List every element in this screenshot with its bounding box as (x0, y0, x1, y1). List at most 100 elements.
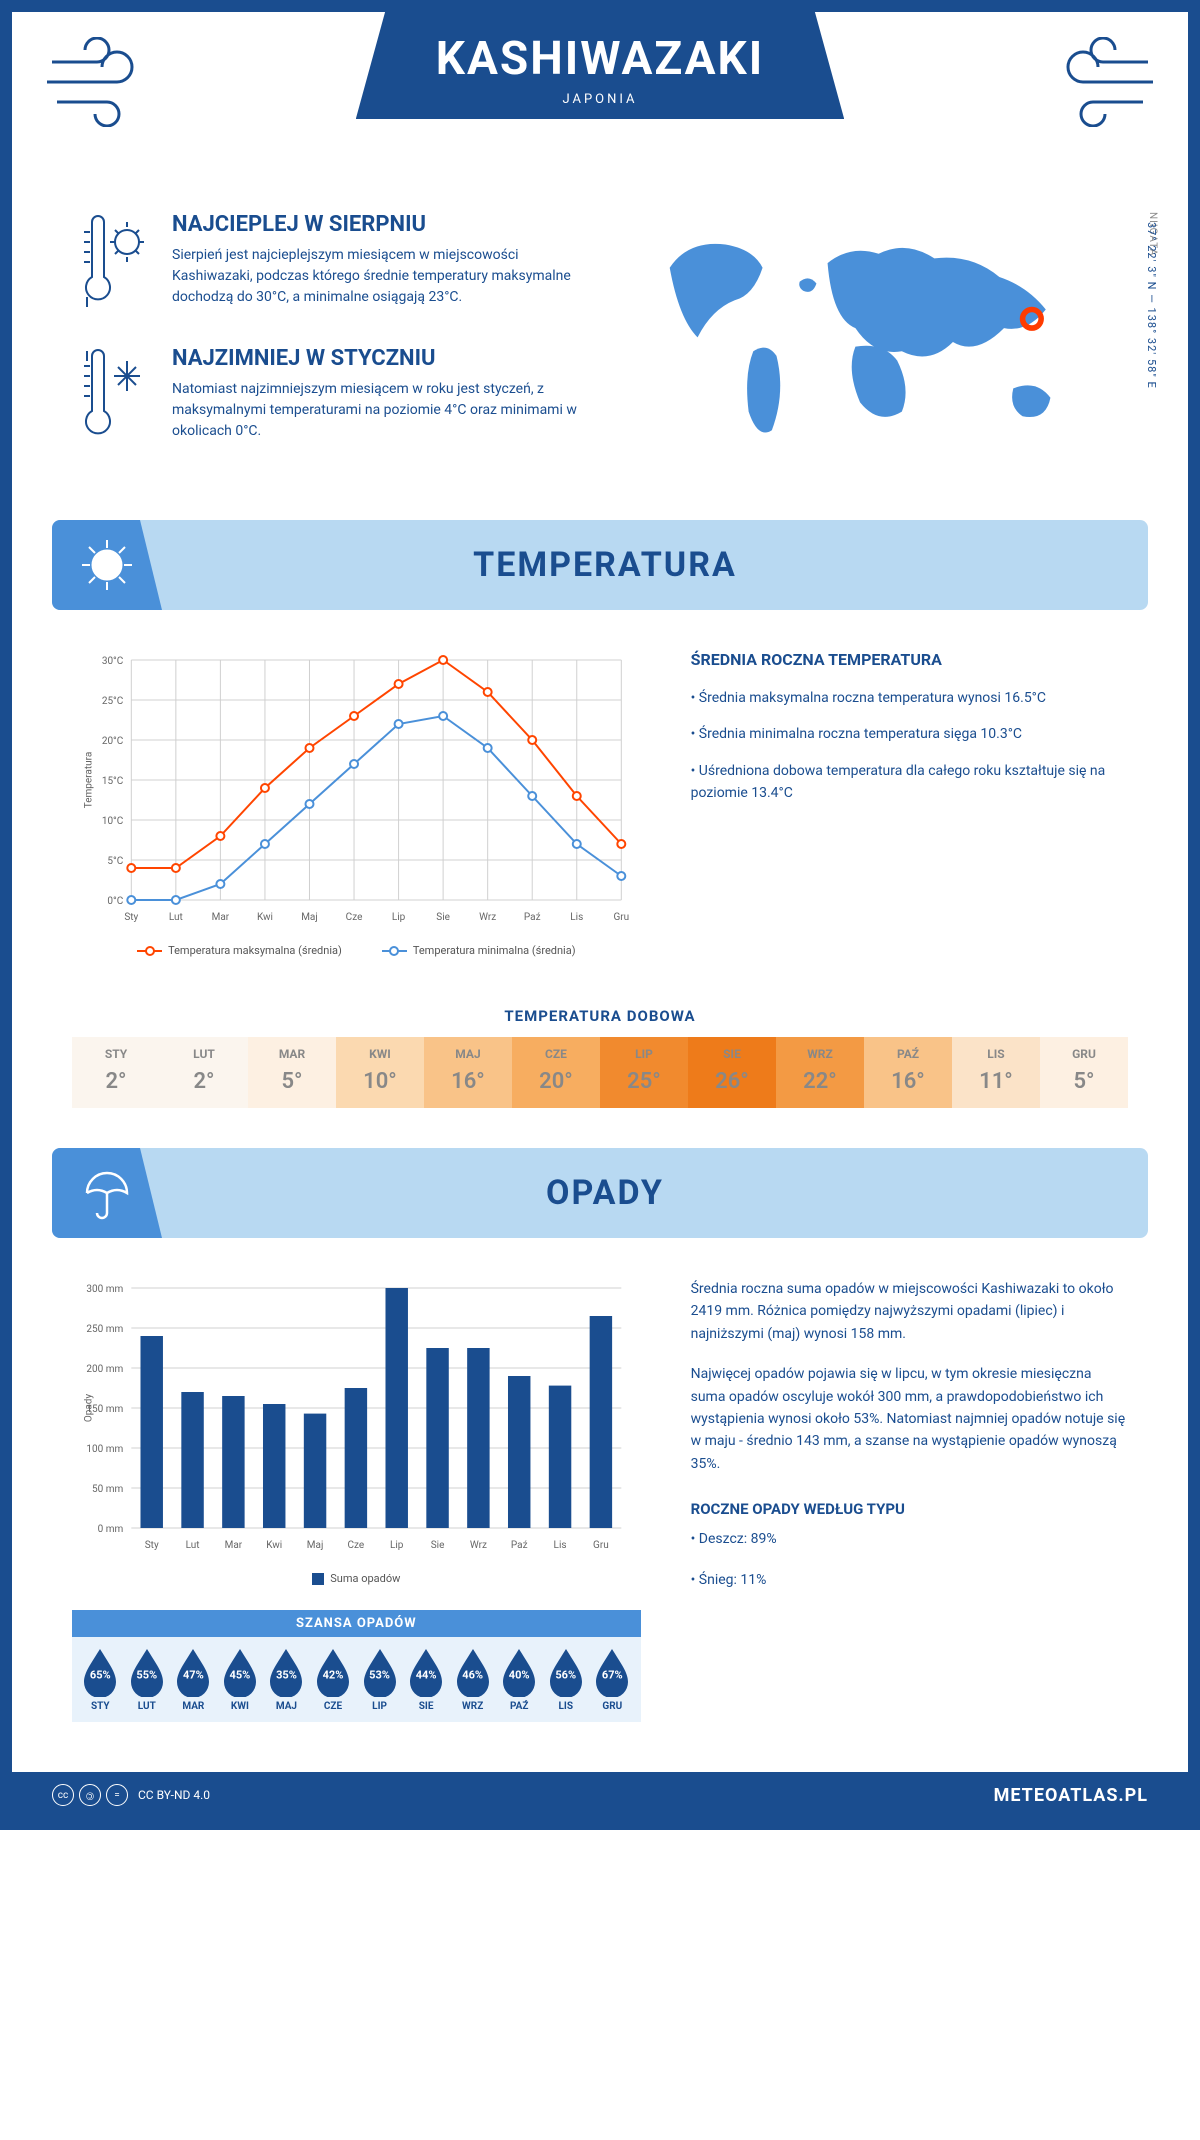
svg-text:Mar: Mar (212, 912, 230, 923)
svg-text:10°C: 10°C (102, 816, 124, 827)
chance-cell: 55%LUT (124, 1647, 171, 1712)
svg-text:Gru: Gru (613, 912, 629, 923)
daily-temp-cell: WRZ22° (776, 1037, 864, 1108)
svg-text:Lis: Lis (554, 1540, 567, 1551)
svg-text:Lis: Lis (570, 912, 583, 923)
svg-text:250 mm: 250 mm (86, 1324, 123, 1335)
daily-temp-cell: LUT2° (160, 1037, 248, 1108)
precip-type-item: • Śnieg: 11% (691, 1569, 1128, 1591)
daily-temp-cell: MAJ16° (424, 1037, 512, 1108)
svg-text:100 mm: 100 mm (86, 1444, 123, 1455)
svg-text:0°C: 0°C (107, 896, 123, 907)
world-map (620, 212, 1128, 472)
footer: cc 🄯 = CC BY-ND 4.0 METEOATLAS.PL (12, 1772, 1188, 1818)
precipitation-text: Średnia roczna suma opadów w miejscowośc… (691, 1278, 1128, 1722)
chance-cell: 65%STY (77, 1647, 124, 1712)
svg-text:20°C: 20°C (102, 736, 124, 747)
daily-temp-title: TEMPERATURA DOBOWA (12, 1007, 1188, 1025)
chance-cell: 46%WRZ (449, 1647, 496, 1712)
cc-icon: cc (52, 1784, 74, 1806)
chance-cell: 45%KWI (217, 1647, 264, 1712)
precip-by-type-title: ROCZNE OPADY WEDŁUG TYPU (691, 1500, 1128, 1518)
chance-cell: 67%GRU (589, 1647, 636, 1712)
temperature-stats: ŚREDNIA ROCZNA TEMPERATURA • Średnia mak… (691, 650, 1128, 957)
temp-stat-item: • Średnia minimalna roczna temperatura s… (691, 723, 1128, 745)
wind-icon (42, 37, 162, 127)
chance-cell: 53%LIP (356, 1647, 403, 1712)
svg-text:Paź: Paź (524, 912, 541, 923)
svg-text:50 mm: 50 mm (92, 1484, 123, 1495)
svg-text:Lut: Lut (169, 912, 183, 923)
thermometer-snow-icon (72, 346, 152, 450)
precipitation-header: OPADY (52, 1148, 1148, 1238)
hot-text: Sierpień jest najcieplejszym miesiącem w… (172, 245, 580, 308)
svg-text:Maj: Maj (307, 1540, 324, 1551)
brand: METEOATLAS.PL (994, 1785, 1148, 1806)
header: KASHIWAZAKI JAPONIA (12, 12, 1188, 182)
svg-text:Sie: Sie (436, 912, 450, 923)
cold-title: NAJZIMNIEJ W STYCZNIU (172, 346, 580, 371)
svg-text:Opady: Opady (83, 1394, 94, 1423)
svg-text:Wrz: Wrz (479, 912, 496, 923)
wind-icon (1038, 37, 1158, 127)
temp-stat-item: • Średnia maksymalna roczna temperatura … (691, 687, 1128, 709)
svg-text:0 mm: 0 mm (98, 1524, 124, 1535)
svg-text:Cze: Cze (346, 912, 363, 923)
precipitation-title: OPADY (162, 1173, 1148, 1213)
svg-text:Sie: Sie (431, 1540, 445, 1551)
license: cc 🄯 = CC BY-ND 4.0 (52, 1784, 210, 1806)
sun-icon (52, 520, 162, 610)
svg-text:5°C: 5°C (107, 856, 123, 867)
chance-title: SZANSA OPADÓW (72, 1610, 641, 1637)
daily-temp-cell: CZE20° (512, 1037, 600, 1108)
svg-text:200 mm: 200 mm (86, 1364, 123, 1375)
svg-text:Lip: Lip (392, 912, 406, 923)
daily-temp-cell: SIE26° (688, 1037, 776, 1108)
svg-text:Mar: Mar (225, 1540, 243, 1551)
precip-text-2: Najwięcej opadów pojawia się w lipcu, w … (691, 1363, 1128, 1475)
city-title: KASHIWAZAKI (436, 32, 764, 86)
umbrella-icon (52, 1148, 162, 1238)
license-label: CC BY-ND 4.0 (138, 1788, 210, 1802)
svg-text:Lip: Lip (390, 1540, 404, 1551)
svg-text:30°C: 30°C (102, 656, 124, 667)
daily-temp-cell: KWI10° (336, 1037, 424, 1108)
chance-table: SZANSA OPADÓW 65%STY55%LUT47%MAR45%KWI35… (72, 1610, 641, 1722)
svg-text:Paź: Paź (511, 1540, 528, 1551)
svg-text:Lut: Lut (186, 1540, 200, 1551)
chance-cell: 56%LIS (542, 1647, 589, 1712)
svg-text:Sty: Sty (124, 912, 138, 923)
daily-temp-cell: LIS11° (952, 1037, 1040, 1108)
daily-temp-cell: GRU5° (1040, 1037, 1128, 1108)
precipitation-legend: Suma opadów (72, 1572, 641, 1585)
hot-info: NAJCIEPLEJ W SIERPNIU Sierpień jest najc… (72, 212, 580, 316)
svg-text:Wrz: Wrz (470, 1540, 487, 1551)
daily-temp-cell: LIP25° (600, 1037, 688, 1108)
by-icon: 🄯 (79, 1784, 101, 1806)
svg-text:Temperatura: Temperatura (83, 752, 94, 809)
precip-type-item: • Deszcz: 89% (691, 1528, 1128, 1550)
svg-text:Kwi: Kwi (266, 1540, 282, 1551)
temp-stats-title: ŚREDNIA ROCZNA TEMPERATURA (691, 650, 1128, 669)
daily-temp-cell: PAŹ16° (864, 1037, 952, 1108)
temperature-title: TEMPERATURA (162, 545, 1148, 585)
temperature-chart: 0°C5°C10°C15°C20°C25°C30°CStyLutMarKwiMa… (72, 650, 641, 957)
svg-text:25°C: 25°C (102, 696, 124, 707)
daily-temp-cell: MAR5° (248, 1037, 336, 1108)
daily-temp-cell: STY2° (72, 1037, 160, 1108)
svg-text:15°C: 15°C (102, 776, 124, 787)
chance-cell: 42%CZE (310, 1647, 357, 1712)
cold-text: Natomiast najzimniejszym miesiącem w rok… (172, 379, 580, 442)
svg-text:Gru: Gru (593, 1540, 609, 1551)
map-coordinates: 37° 22' 3" N — 138° 32' 58" E (1145, 222, 1158, 389)
country-subtitle: JAPONIA (436, 92, 764, 107)
temp-stat-item: • Uśredniona dobowa temperatura dla całe… (691, 760, 1128, 805)
chance-cell: 35%MAJ (263, 1647, 310, 1712)
temperature-legend: Temperatura maksymalna (średnia) Tempera… (72, 944, 641, 957)
hot-title: NAJCIEPLEJ W SIERPNIU (172, 212, 580, 237)
chance-cell: 47%MAR (170, 1647, 217, 1712)
svg-text:Cze: Cze (348, 1540, 365, 1551)
precip-text-1: Średnia roczna suma opadów w miejscowośc… (691, 1278, 1128, 1345)
nd-icon: = (106, 1784, 128, 1806)
svg-text:Sty: Sty (145, 1540, 159, 1551)
